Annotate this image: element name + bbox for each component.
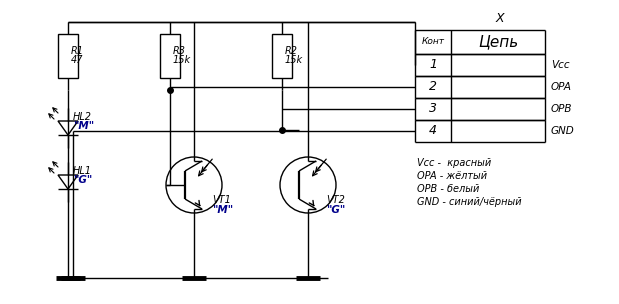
Text: HL2: HL2 — [73, 112, 92, 122]
Text: GND: GND — [551, 126, 575, 136]
Text: "G": "G" — [326, 205, 345, 215]
Text: OPA - жёлтый: OPA - жёлтый — [417, 171, 487, 181]
Text: 3: 3 — [429, 102, 437, 116]
Bar — [272, 34, 292, 78]
Text: OPA: OPA — [551, 82, 572, 92]
Text: X: X — [495, 12, 504, 25]
Text: 15k: 15k — [285, 55, 303, 65]
Text: Цепь: Цепь — [478, 34, 518, 50]
Text: "G": "G" — [73, 175, 92, 185]
Text: OPB - белый: OPB - белый — [417, 184, 479, 194]
Text: HL1: HL1 — [73, 166, 92, 176]
Text: R2: R2 — [285, 46, 298, 56]
Text: VT2: VT2 — [326, 195, 345, 205]
Bar — [58, 34, 78, 78]
Text: Конт: Конт — [422, 37, 444, 47]
Text: GND - синий/чёрный: GND - синий/чёрный — [417, 197, 522, 207]
Text: 47: 47 — [71, 55, 84, 65]
Text: 15k: 15k — [173, 55, 191, 65]
Text: OPB: OPB — [551, 104, 573, 114]
Text: 4: 4 — [429, 125, 437, 137]
Text: VT1: VT1 — [212, 195, 231, 205]
Text: R3: R3 — [173, 46, 186, 56]
Text: R1: R1 — [71, 46, 84, 56]
Text: "M": "M" — [212, 205, 233, 215]
Text: 1: 1 — [429, 58, 437, 71]
Text: 2: 2 — [429, 81, 437, 94]
Text: Vcc: Vcc — [551, 60, 569, 70]
Text: "M": "M" — [73, 121, 94, 131]
Bar — [160, 34, 180, 78]
Text: Vcc -  красный: Vcc - красный — [417, 158, 491, 168]
